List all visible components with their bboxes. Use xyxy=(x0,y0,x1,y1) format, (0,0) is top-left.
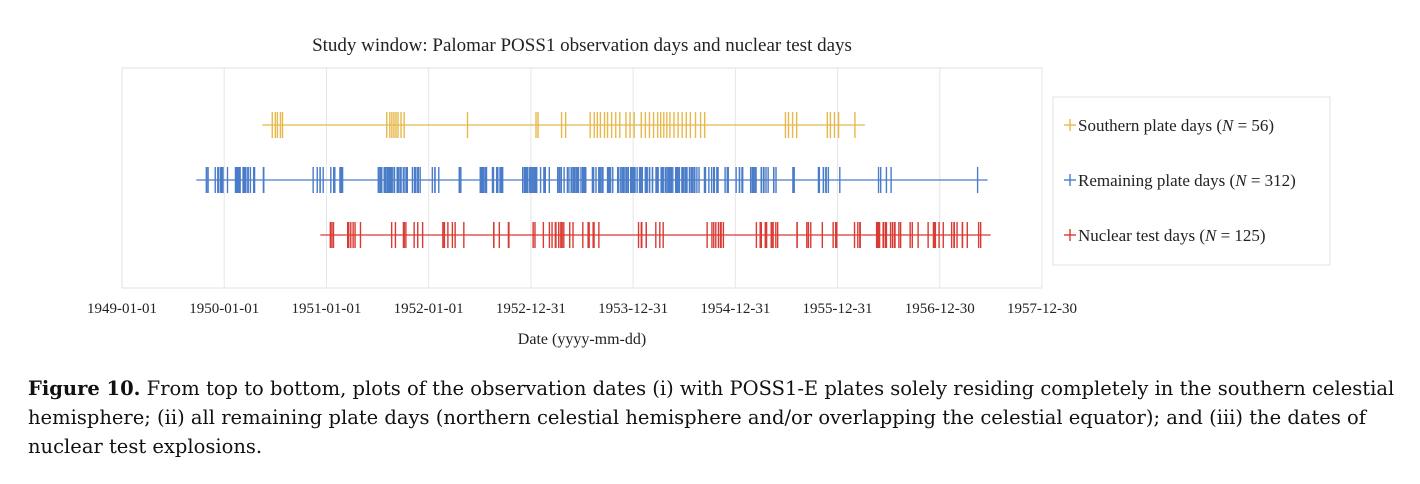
x-axis-title: Date (yyyy-mm-dd) xyxy=(518,331,646,348)
x-tick-label: 1951-01-01 xyxy=(291,301,361,317)
legend-entry: Nuclear test days (N = 125) xyxy=(1078,226,1266,245)
caption-text: From top to bottom, plots of the observa… xyxy=(28,377,1395,458)
legend: Southern plate days (N = 56) Remaining pl… xyxy=(1052,96,1331,266)
x-axis-tick-labels: 1949-01-01 1950-01-01 1951-01-01 1952-01-01… xyxy=(87,301,1077,317)
series-marks xyxy=(205,112,982,248)
x-tick-label: 1957-12-30 xyxy=(1007,301,1077,317)
x-tick-label: 1952-12-31 xyxy=(496,301,566,317)
plot-area xyxy=(121,67,1043,289)
x-tick-label: 1953-12-31 xyxy=(598,301,668,317)
x-tick-label: 1956-12-30 xyxy=(905,301,975,317)
chart: Study window: Palomar POSS1 observation … xyxy=(87,35,1331,348)
gridlines xyxy=(223,68,1043,288)
x-tick-label: 1952-01-01 xyxy=(394,301,464,317)
x-tick-label: 1954-12-31 xyxy=(700,301,770,317)
x-tick-label: 1955-12-31 xyxy=(803,301,873,317)
figure-caption: Figure 10. From top to bottom, plots of … xyxy=(28,374,1398,461)
chart-title: Study window: Palomar POSS1 observation … xyxy=(312,35,852,56)
x-tick-label: 1950-01-01 xyxy=(189,301,259,317)
x-tick-label: 1949-01-01 xyxy=(87,301,157,317)
legend-box xyxy=(1052,96,1331,266)
legend-entry: Remaining plate days (N = 312) xyxy=(1078,171,1296,190)
figure-label: Figure 10. xyxy=(28,377,141,400)
legend-entry: Southern plate days (N = 56) xyxy=(1078,116,1274,135)
